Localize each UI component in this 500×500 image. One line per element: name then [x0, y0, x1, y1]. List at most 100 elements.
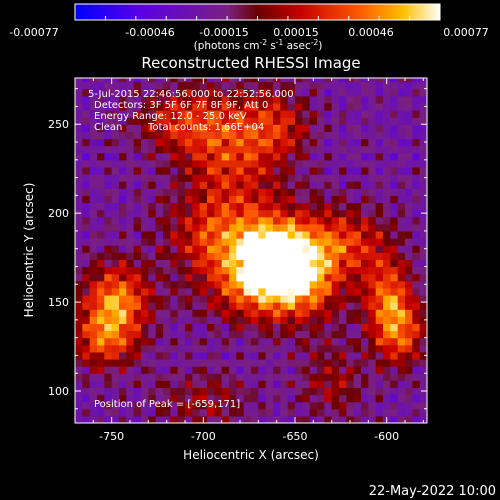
heatmap-cell: [221, 252, 230, 260]
heatmap-cell: [214, 78, 223, 83]
heatmap-cell: [324, 230, 333, 239]
heatmap-cell: [331, 415, 340, 423]
heatmap-cell: [273, 238, 281, 246]
heatmap-cell: [375, 351, 384, 360]
heatmap-cell: [155, 124, 164, 132]
heatmap-cell: [383, 188, 391, 196]
heatmap-cell: [97, 209, 105, 218]
heatmap-cell: [177, 294, 186, 303]
heatmap-cell: [133, 245, 142, 253]
heatmap-cell: [265, 287, 274, 296]
heatmap-cell: [258, 252, 267, 260]
heatmap-cell: [331, 394, 340, 403]
heatmap-cell: [331, 159, 340, 168]
heatmap-cell: [214, 287, 223, 296]
heatmap-cell: [390, 358, 399, 367]
heatmap-cell: [339, 238, 347, 246]
heatmap-cell: [155, 401, 164, 410]
heatmap-cell: [309, 188, 318, 196]
heatmap-cell: [148, 358, 157, 367]
heatmap-cell: [280, 380, 289, 389]
heatmap-cell: [265, 387, 274, 396]
heatmap-cell: [75, 81, 83, 90]
heatmap-cell: [317, 351, 325, 360]
heatmap-cell: [148, 415, 157, 423]
heatmap-cell: [126, 380, 135, 389]
heatmap-cell: [258, 131, 267, 140]
heatmap-cell: [251, 280, 259, 289]
heatmap-cell: [353, 102, 362, 111]
heatmap-cell: [75, 259, 83, 268]
heatmap-cell: [148, 159, 157, 168]
heatmap-cell: [251, 152, 259, 161]
heatmap-cell: [287, 344, 296, 353]
heatmap-cell: [302, 394, 311, 403]
heatmap-cell: [412, 117, 421, 125]
heatmap-cell: [133, 302, 142, 310]
heatmap-cell: [97, 287, 105, 296]
heatmap-cell: [258, 323, 267, 332]
heatmap-cell: [302, 337, 311, 346]
footer-timestamp: 22-May-2022 10:00: [369, 484, 496, 499]
heatmap-cell: [331, 102, 340, 111]
heatmap-cell: [192, 287, 201, 296]
heatmap-cell: [148, 181, 157, 189]
heatmap-cell: [192, 152, 201, 161]
heatmap-cell: [229, 216, 237, 225]
heatmap-cell: [185, 95, 193, 104]
heatmap-cell: [243, 408, 252, 417]
heatmap-cell: [221, 181, 230, 189]
heatmap-cell: [251, 117, 259, 125]
heatmap-cell: [317, 181, 325, 189]
heatmap-cell: [265, 230, 274, 239]
heatmap-cell: [375, 174, 384, 182]
heatmap-cell: [375, 280, 384, 289]
heatmap-cell: [236, 280, 245, 289]
heatmap-cell: [170, 78, 179, 83]
heatmap-cell: [75, 337, 83, 346]
heatmap-cell: [375, 230, 384, 239]
heatmap-cell: [405, 202, 413, 211]
heatmap-cell: [375, 202, 384, 211]
heatmap-cell: [368, 202, 377, 211]
heatmap-cell: [214, 259, 223, 268]
heatmap-cell: [229, 302, 237, 310]
heatmap-cell: [185, 337, 193, 346]
heatmap-cell: [258, 238, 267, 246]
heatmap-cell: [97, 145, 105, 154]
heatmap-cell: [353, 408, 362, 417]
heatmap-cell: [368, 124, 377, 132]
heatmap-cell: [155, 78, 164, 83]
heatmap-cell: [309, 401, 318, 410]
heatmap-cell: [243, 152, 252, 161]
heatmap-cell: [229, 294, 237, 303]
heatmap-cell: [192, 358, 201, 367]
heatmap-cell: [133, 344, 142, 353]
heatmap-cell: [280, 102, 289, 111]
heatmap-cell: [141, 195, 149, 204]
heatmap-cell: [383, 294, 391, 303]
heatmap-cell: [163, 408, 171, 417]
heatmap-cell: [375, 209, 384, 218]
heatmap-cell: [75, 159, 83, 168]
heatmap-cell: [419, 373, 427, 381]
heatmap-cell: [148, 394, 157, 403]
heatmap-cell: [265, 181, 274, 189]
heatmap-cell: [192, 174, 201, 182]
heatmap-cell: [251, 209, 259, 218]
heatmap-cell: [192, 387, 201, 396]
heatmap-cell: [324, 415, 333, 423]
heatmap-cell: [75, 266, 83, 275]
heatmap-cell: [346, 124, 355, 132]
heatmap-cell: [361, 302, 369, 310]
heatmap-cell: [170, 387, 179, 396]
heatmap-cell: [170, 81, 179, 90]
heatmap-cell: [405, 401, 413, 410]
heatmap-cell: [258, 287, 267, 296]
heatmap-cell: [199, 351, 208, 360]
heatmap-cell: [287, 78, 296, 83]
heatmap-cell: [258, 202, 267, 211]
heatmap-cell: [170, 124, 179, 132]
heatmap-cell: [251, 145, 259, 154]
heatmap-cell: [397, 408, 406, 417]
